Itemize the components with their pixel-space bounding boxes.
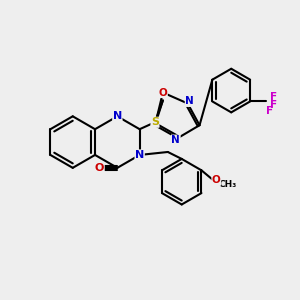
Text: O: O [95, 163, 104, 173]
Text: F: F [270, 92, 278, 103]
Text: N: N [113, 111, 122, 121]
Text: N: N [185, 97, 194, 106]
Text: S: S [151, 117, 159, 127]
Text: N: N [135, 150, 144, 160]
Text: O: O [158, 88, 167, 98]
Text: F: F [270, 100, 278, 110]
Text: N: N [171, 135, 180, 145]
Text: F: F [266, 106, 274, 116]
Text: CH₃: CH₃ [218, 180, 236, 189]
Text: O: O [212, 175, 221, 185]
